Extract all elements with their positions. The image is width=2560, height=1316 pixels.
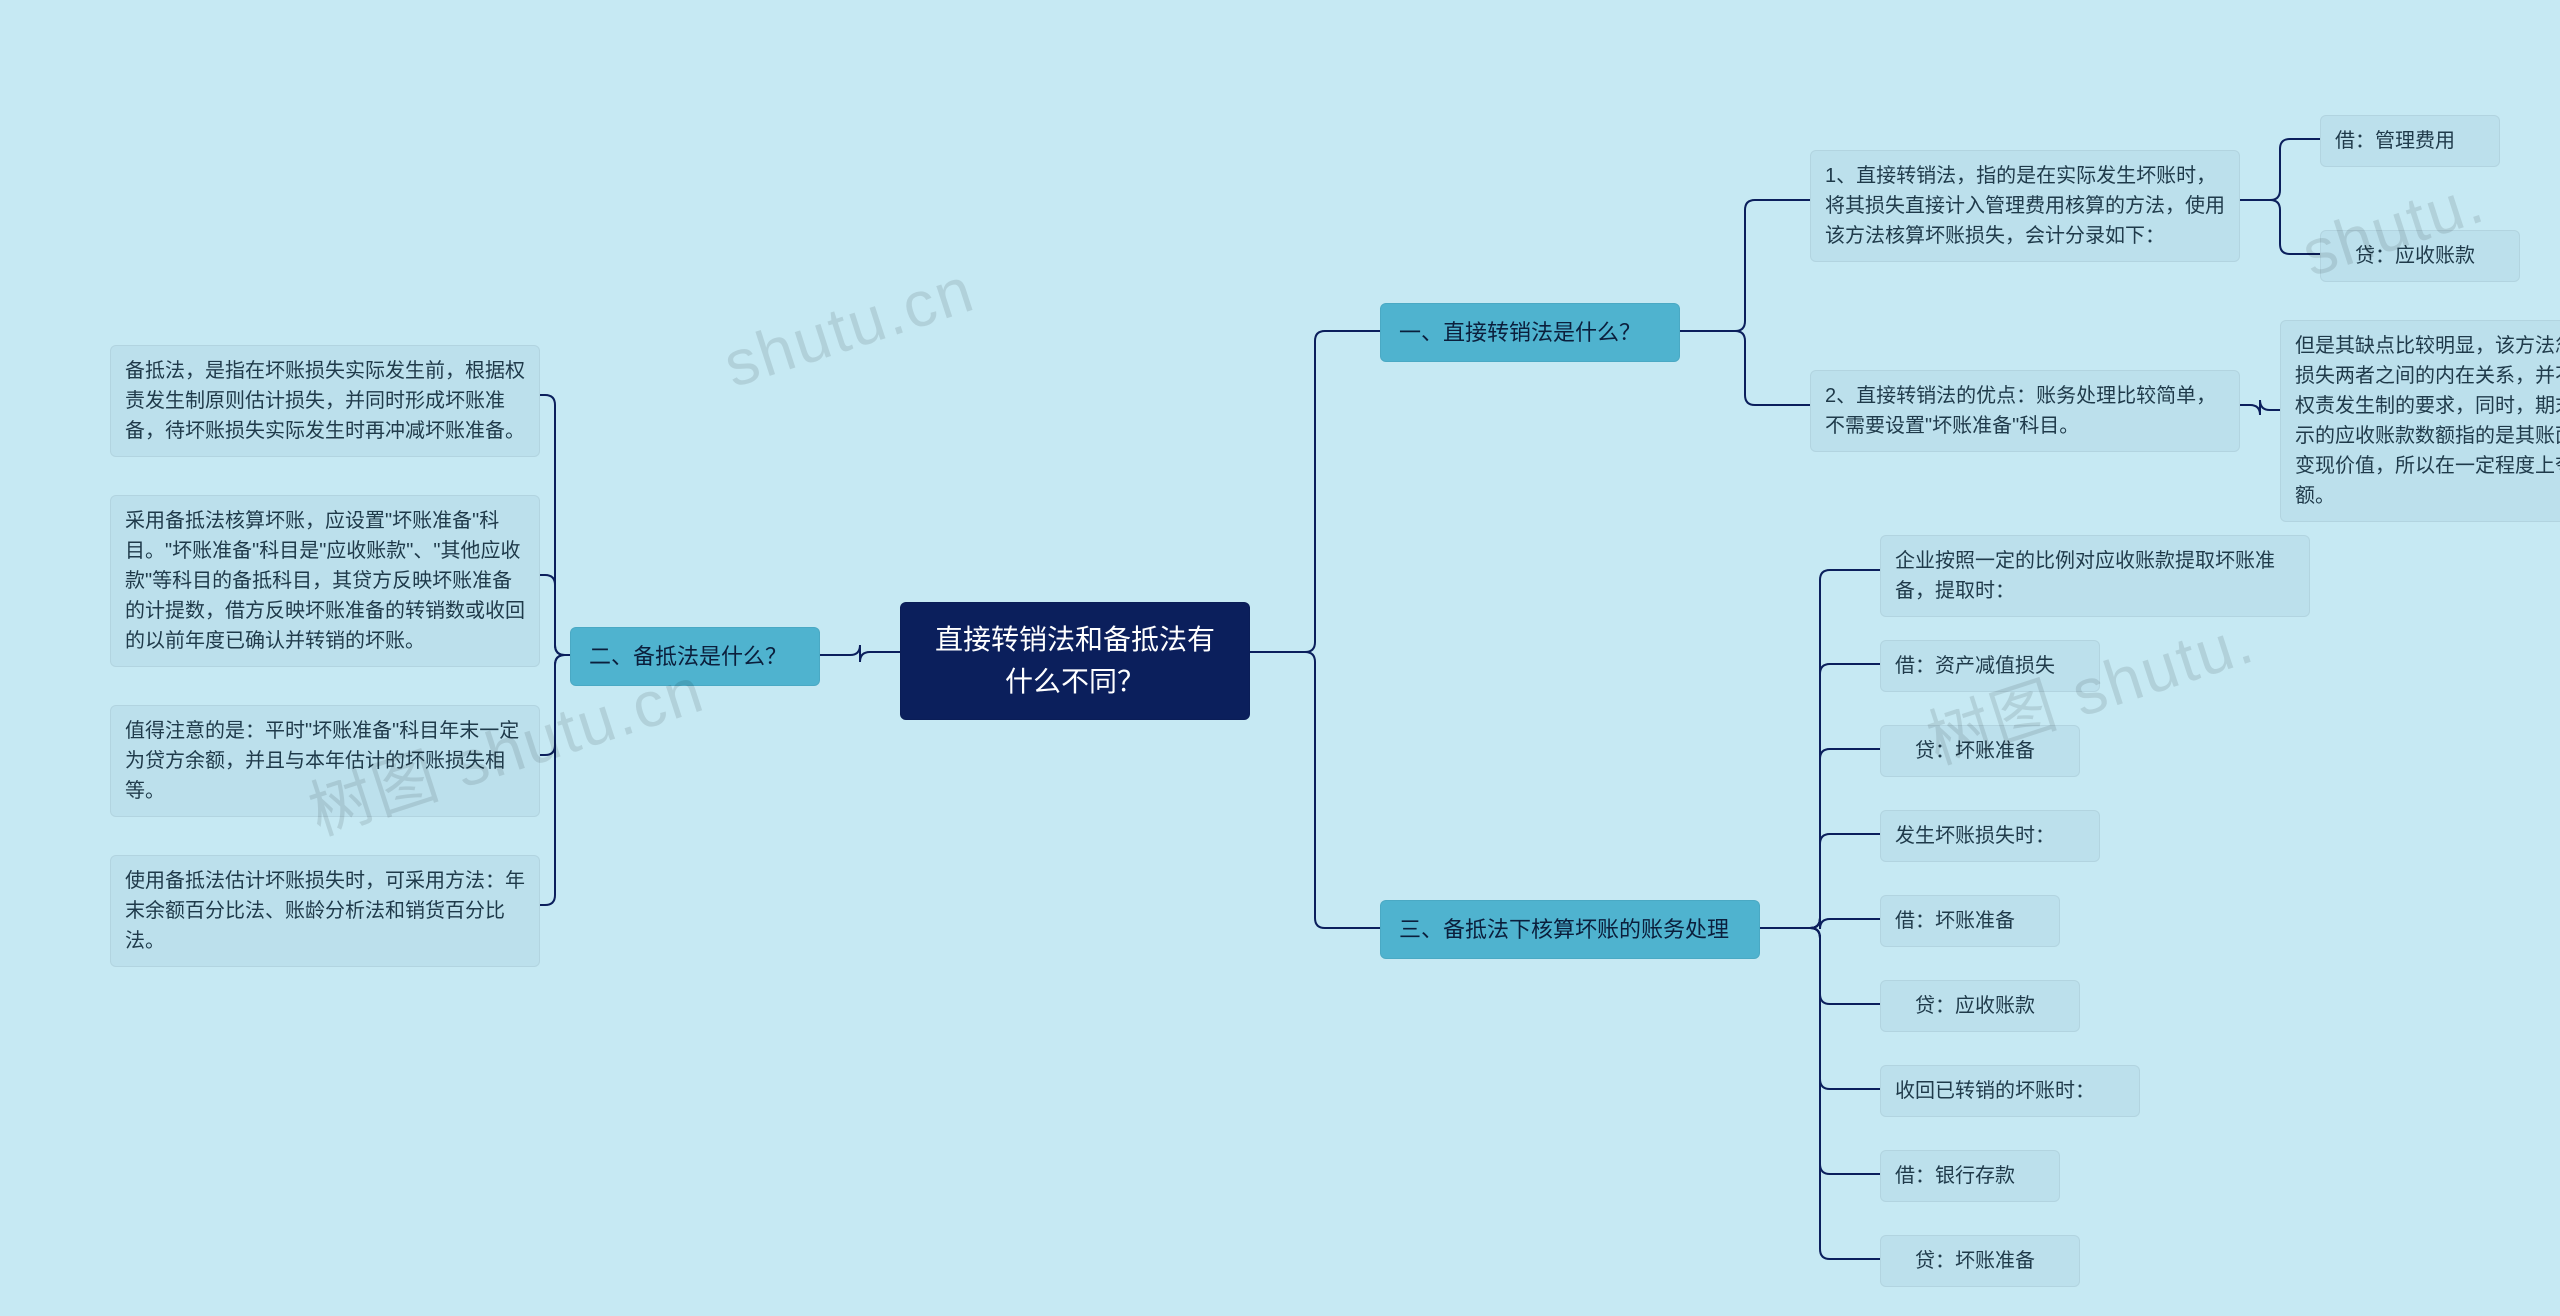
leaf-l_b3_8-label: 借：银行存款 [1895,1165,2015,1187]
leaf-l_b3_6-label: 贷：应收账款 [1895,995,2035,1017]
branch-b2-label: 二、备抵法是什么？ [589,640,787,673]
leaf-l_b3_5[interactable]: 借：坏账准备 [1880,895,2060,947]
branch-b1-label: 一、直接转销法是什么？ [1399,316,1641,349]
leaf-l_b1_2a-label: 但是其缺点比较明显，该方法忽视了赊销与坏账损失两者之间的内在关系，并不符合配比原… [2295,335,2560,507]
leaf-l_b2_3-label: 值得注意的是：平时"坏账准备"科目年末一定为贷方余额，并且与本年估计的坏账损失相… [125,720,519,802]
leaf-l_b3_7-label: 收回已转销的坏账时： [1895,1080,2095,1102]
leaf-l_b2_4[interactable]: 使用备抵法估计坏账损失时，可采用方法：年末余额百分比法、账龄分析法和销货百分比法… [110,855,540,967]
leaf-l_b3_3-label: 贷：坏账准备 [1895,740,2035,762]
leaf-l_b2_3[interactable]: 值得注意的是：平时"坏账准备"科目年末一定为贷方余额，并且与本年估计的坏账损失相… [110,705,540,817]
leaf-l_b3_3[interactable]: 贷：坏账准备 [1880,725,2080,777]
leaf-l_b1_1-label: 1、直接转销法，指的是在实际发生坏账时，将其损失直接计入管理费用核算的方法，使用… [1825,165,2225,247]
leaf-l_b3_9-label: 贷：坏账准备 [1895,1250,2035,1272]
leaf-l_b3_9[interactable]: 贷：坏账准备 [1880,1235,2080,1287]
leaf-l_b3_1-label: 企业按照一定的比例对应收账款提取坏账准备，提取时： [1895,550,2275,602]
leaf-l_b3_4[interactable]: 发生坏账损失时： [1880,810,2100,862]
branch-b1[interactable]: 一、直接转销法是什么？ [1380,303,1680,362]
branch-b3-label: 三、备抵法下核算坏账的账务处理 [1399,913,1729,946]
leaf-l_b1_1b[interactable]: 贷：应收账款 [2320,230,2520,282]
leaf-l_b3_1[interactable]: 企业按照一定的比例对应收账款提取坏账准备，提取时： [1880,535,2310,617]
leaf-l_b1_1[interactable]: 1、直接转销法，指的是在实际发生坏账时，将其损失直接计入管理费用核算的方法，使用… [1810,150,2240,262]
leaf-l_b1_2a[interactable]: 但是其缺点比较明显，该方法忽视了赊销与坏账损失两者之间的内在关系，并不符合配比原… [2280,320,2560,522]
leaf-l_b2_2[interactable]: 采用备抵法核算坏账，应设置"坏账准备"科目。"坏账准备"科目是"应收账款"、"其… [110,495,540,667]
branch-b2[interactable]: 二、备抵法是什么？ [570,627,820,686]
leaf-l_b1_2[interactable]: 2、直接转销法的优点：账务处理比较简单，不需要设置"坏账准备"科目。 [1810,370,2240,452]
leaf-l_b2_1-label: 备抵法，是指在坏账损失实际发生前，根据权责发生制原则估计损失，并同时形成坏账准备… [125,360,525,442]
leaf-l_b3_2-label: 借：资产减值损失 [1895,655,2055,677]
watermark: shutu.cn [715,252,983,402]
branch-b3[interactable]: 三、备抵法下核算坏账的账务处理 [1380,900,1760,959]
leaf-l_b2_2-label: 采用备抵法核算坏账，应设置"坏账准备"科目。"坏账准备"科目是"应收账款"、"其… [125,510,525,652]
leaf-l_b1_1a[interactable]: 借：管理费用 [2320,115,2500,167]
mindmap-canvas: 直接转销法和备抵法有什么不同？ 一、直接转销法是什么？ 二、备抵法是什么？ 三、备抵法… [0,0,2560,1316]
leaf-l_b3_6[interactable]: 贷：应收账款 [1880,980,2080,1032]
leaf-l_b1_2-label: 2、直接转销法的优点：账务处理比较简单，不需要设置"坏账准备"科目。 [1825,385,2216,437]
leaf-l_b3_7[interactable]: 收回已转销的坏账时： [1880,1065,2140,1117]
leaf-l_b3_2[interactable]: 借：资产减值损失 [1880,640,2100,692]
leaf-l_b2_4-label: 使用备抵法估计坏账损失时，可采用方法：年末余额百分比法、账龄分析法和销货百分比法… [125,870,525,952]
leaf-l_b3_8[interactable]: 借：银行存款 [1880,1150,2060,1202]
root-node[interactable]: 直接转销法和备抵法有什么不同？ [900,602,1250,720]
leaf-l_b3_5-label: 借：坏账准备 [1895,910,2015,932]
leaf-l_b1_1a-label: 借：管理费用 [2335,130,2455,152]
root-node-label: 直接转销法和备抵法有什么不同？ [925,619,1225,703]
leaf-l_b2_1[interactable]: 备抵法，是指在坏账损失实际发生前，根据权责发生制原则估计损失，并同时形成坏账准备… [110,345,540,457]
leaf-l_b1_1b-label: 贷：应收账款 [2335,245,2475,267]
leaf-l_b3_4-label: 发生坏账损失时： [1895,825,2055,847]
